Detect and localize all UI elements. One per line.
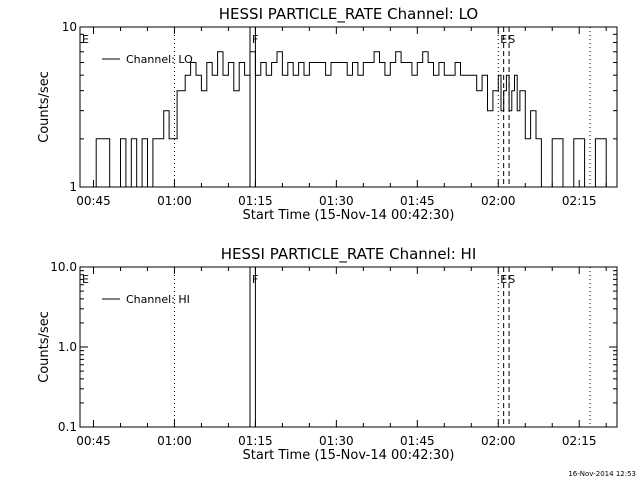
x-axis-label: Start Time (15-Nov-14 00:42:30) <box>243 208 455 223</box>
x-tick-label: 00:45 <box>76 434 111 448</box>
y-axis-label: Counts/sec <box>37 311 52 383</box>
event-marker-s: S <box>508 33 515 46</box>
x-tick-label: 02:00 <box>481 434 516 448</box>
y-axis-label: Counts/sec <box>37 71 52 143</box>
event-marker-e2: E <box>500 273 507 286</box>
x-axis-label: Start Time (15-Nov-14 00:42:30) <box>243 448 455 463</box>
x-tick-label: 01:30 <box>319 434 354 448</box>
chart-title: HESSI PARTICLE_RATE Channel: HI <box>221 245 477 264</box>
event-marker-f: F <box>252 273 258 286</box>
x-tick-label: 02:00 <box>481 194 516 208</box>
x-tick-label: 01:45 <box>400 434 435 448</box>
event-marker-e: E <box>82 273 89 286</box>
x-tick-label: 01:15 <box>238 434 273 448</box>
legend-label: Channel: LO <box>126 53 193 66</box>
event-marker-e: E <box>82 33 89 46</box>
chart-title: HESSI PARTICLE_RATE Channel: LO <box>219 5 478 24</box>
x-tick-label: 02:15 <box>562 434 597 448</box>
x-tick-label: 02:15 <box>562 194 597 208</box>
x-tick-label: 01:15 <box>238 194 273 208</box>
series-line <box>80 51 617 188</box>
plot-frame <box>79 26 618 188</box>
event-marker-s: S <box>508 273 515 286</box>
y-tick-label: 0.1 <box>58 420 77 434</box>
generation-timestamp: 16-Nov-2014 12:53 <box>568 470 636 478</box>
legend-label: Channel: HI <box>126 293 190 306</box>
y-tick-label: 10.0 <box>50 260 77 274</box>
x-tick-label: 01:30 <box>319 194 354 208</box>
y-tick-label: 1 <box>69 180 77 194</box>
plot-frame <box>79 266 618 428</box>
y-tick-label: 10 <box>62 20 77 34</box>
event-marker-f: F <box>252 33 258 46</box>
lo-channel-panel: HESSI PARTICLE_RATE Channel: LO 00:45 01:0… <box>37 5 618 223</box>
hi-channel-panel: HESSI PARTICLE_RATE Channel: HI 00:45 01:0… <box>37 245 618 463</box>
x-tick-label: 01:00 <box>157 434 192 448</box>
x-tick-label: 01:00 <box>157 194 192 208</box>
event-marker-e2: E <box>500 33 507 46</box>
x-tick-label: 01:45 <box>400 194 435 208</box>
y-tick-label: 1.0 <box>58 340 77 354</box>
x-tick-label: 00:45 <box>76 194 111 208</box>
